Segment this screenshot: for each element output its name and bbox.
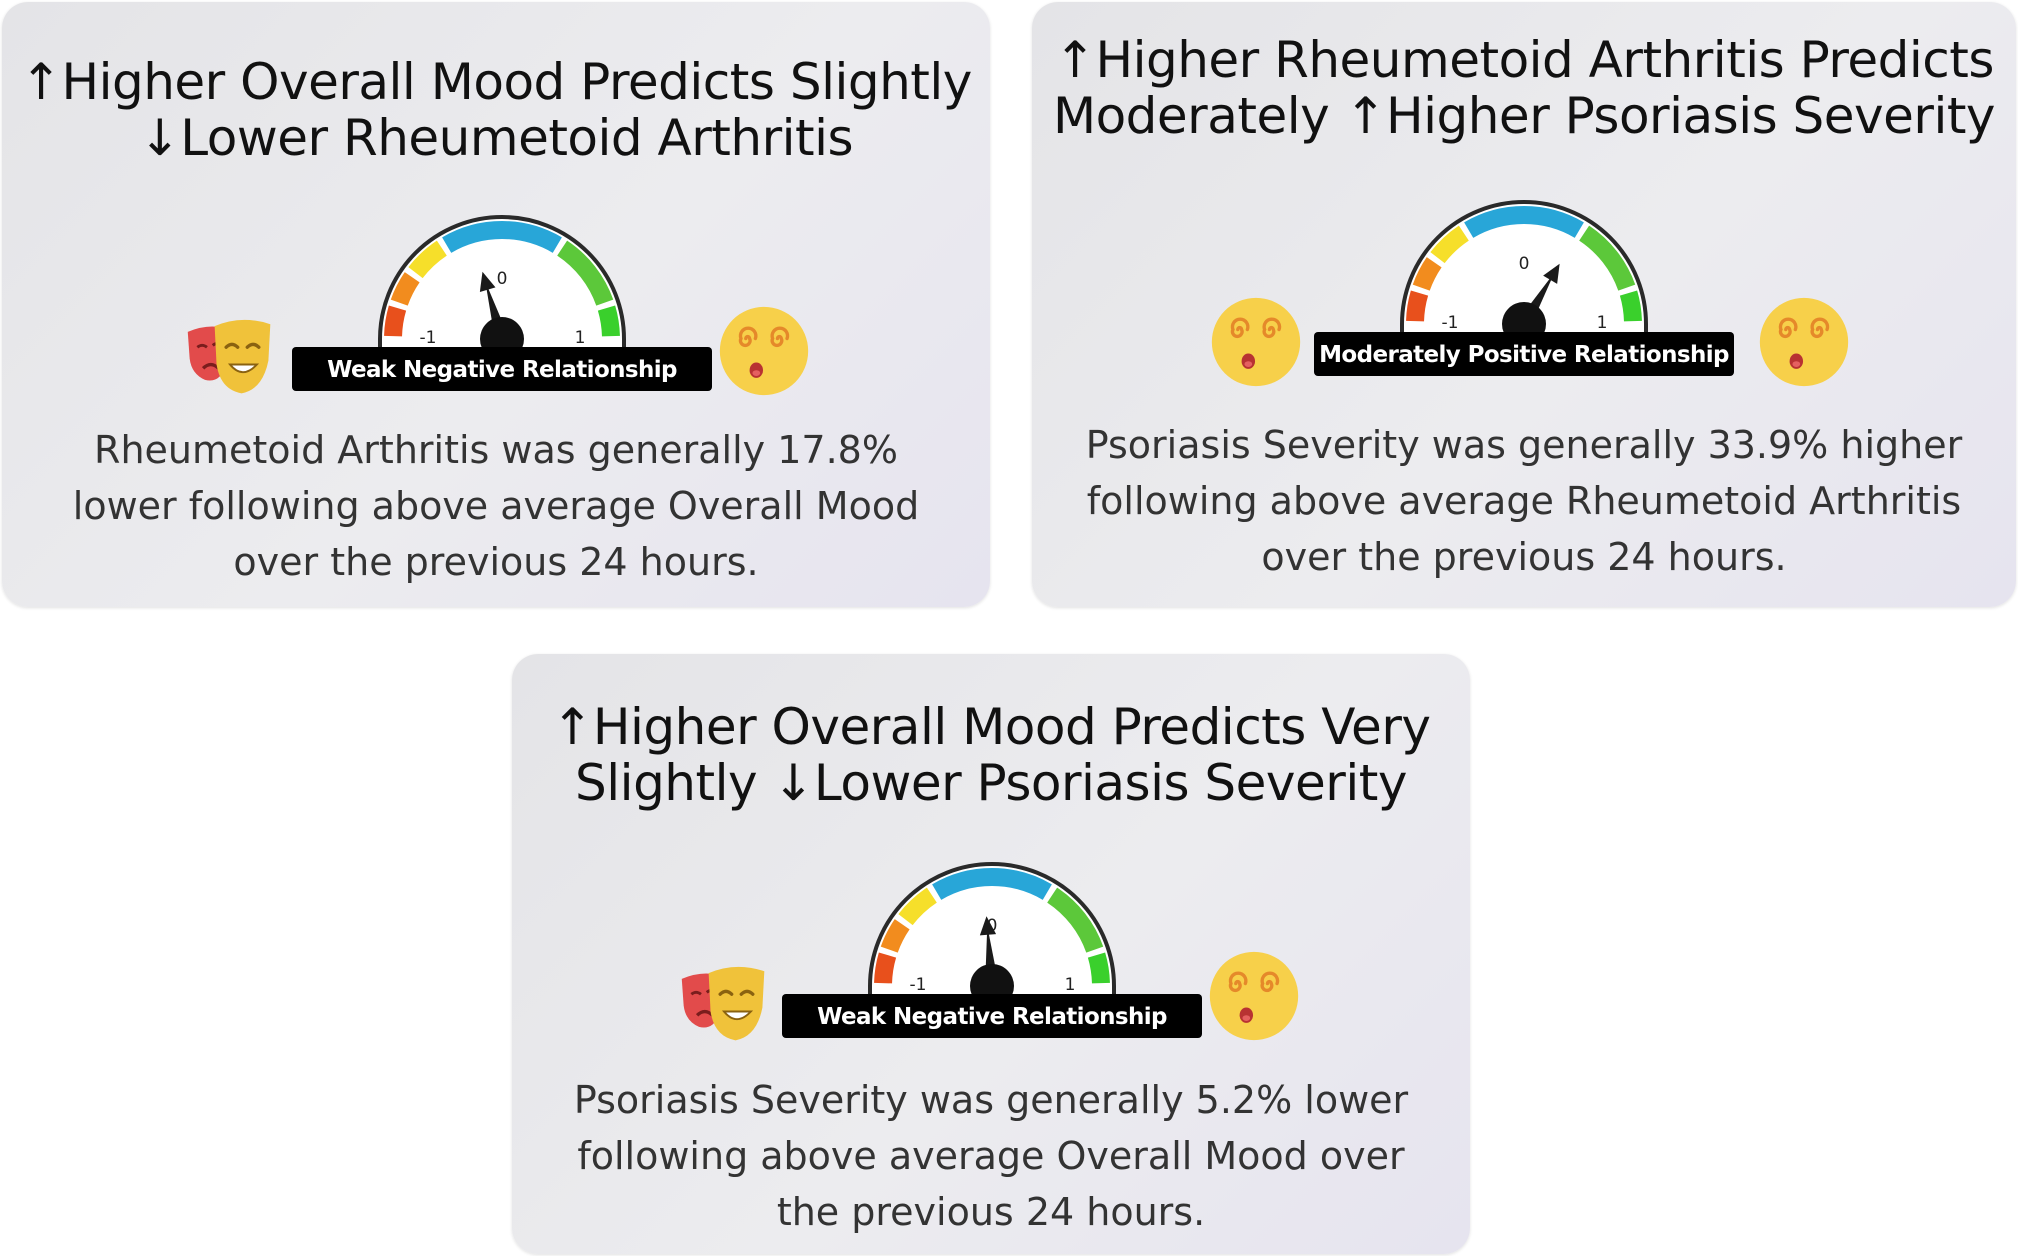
gauge-band-segment [874, 952, 897, 984]
gauge-max-label: 1 [1065, 975, 1076, 995]
gauge-min-label: -1 [420, 328, 437, 348]
correlation-gauge: -1 0 1 Weak Negative Relationship [782, 862, 1202, 1038]
gauge-label-bar [292, 347, 712, 391]
gauge-relationship-label: Weak Negative Relationship [327, 357, 677, 383]
gauge-band-segment [384, 305, 407, 337]
gauge-row: -1 0 1 Weak Negative Relationship [2, 197, 990, 417]
gauge-band-segment [1430, 225, 1470, 264]
gauge-band-segment [932, 868, 1052, 900]
gauge-band-segment [1406, 290, 1429, 322]
correlation-card: ↑Higher Overall Mood Predicts Slightly ↓… [2, 2, 990, 607]
gauge-mid-label: 0 [987, 916, 998, 936]
card-title-line: ↓Lower Rheumetoid Arthritis [138, 109, 854, 167]
gauge-band-segment [442, 221, 562, 253]
gauge-band-segment [390, 272, 420, 306]
correlation-gauge: -1 0 1 Weak Negative Relationship [292, 215, 712, 391]
dizzy-face-icon [1759, 297, 1849, 387]
gauge-band-segment [556, 240, 614, 306]
correlation-card: ↑Higher Rheumetoid Arthritis Predicts Mo… [1032, 2, 2016, 607]
gauge-label-bar [1314, 332, 1734, 376]
gauge-needle-tip [979, 916, 997, 936]
gauge-band-segment [1619, 290, 1642, 322]
dizzy-face-icon [1209, 951, 1299, 1041]
dizzy-face-icon [719, 306, 809, 396]
gauge-mid-label: 0 [1519, 254, 1530, 274]
gauge-band-segment [898, 887, 938, 926]
dizzy-face-icon [1211, 297, 1301, 387]
card-title: ↑Higher Overall Mood Predicts Very Sligh… [526, 699, 1456, 811]
theater-masks-icon [681, 966, 765, 1041]
card-title-line: Slightly ↓Lower Psoriasis Severity [575, 754, 1407, 812]
gauge-band-segment [880, 919, 910, 953]
gauge-relationship-label: Weak Negative Relationship [817, 1004, 1167, 1030]
gauge-max-label: 1 [1597, 313, 1608, 333]
card-title-line: Moderately ↑Higher Psoriasis Severity [1052, 87, 1996, 145]
correlation-gauge: -1 0 1 Moderately Positive Relationship [1314, 200, 1734, 376]
gauge-band-segment [1412, 257, 1442, 291]
gauge-relationship-label: Moderately Positive Relationship [1319, 342, 1729, 368]
card-title: ↑Higher Overall Mood Predicts Slightly ↓… [16, 54, 976, 166]
gauge-label-bar [782, 994, 1202, 1038]
card-description: Rheumetoid Arthritis was generally 17.8%… [72, 428, 920, 584]
gauge-needle-tip [479, 271, 496, 292]
gauge-band-segment [1578, 225, 1636, 291]
gauge-band-segment [1046, 887, 1104, 953]
card-title-line: ↑Higher Overall Mood Predicts Slightly [20, 53, 972, 111]
card-title: ↑Higher Rheumetoid Arthritis Predicts Mo… [1046, 32, 2002, 144]
card-description: Psoriasis Severity was generally 33.9% h… [1085, 423, 1963, 579]
card-title-line: ↑Higher Overall Mood Predicts Very [551, 698, 1431, 756]
gauge-max-label: 1 [575, 328, 586, 348]
gauge-band-segment [597, 305, 620, 337]
card-title-line: ↑Higher Rheumetoid Arthritis Predicts [1054, 31, 1994, 89]
theater-masks-icon [187, 319, 271, 394]
card-description: Psoriasis Severity was generally 5.2% lo… [573, 1078, 1409, 1234]
gauge-band-segment [408, 240, 448, 279]
correlation-card: ↑Higher Overall Mood Predicts Very Sligh… [512, 654, 1470, 1254]
gauge-band-segment [1464, 206, 1584, 238]
gauge-min-label: -1 [910, 975, 927, 995]
gauge-mid-label: 0 [497, 269, 508, 289]
gauge-row: -1 0 1 Moderately Positive Relationship [1032, 182, 2016, 402]
gauge-band-segment [1087, 952, 1110, 984]
gauge-needle-tip [1543, 263, 1560, 284]
gauge-min-label: -1 [1442, 313, 1459, 333]
gauge-row: -1 0 1 Weak Negative Relationship [512, 844, 1470, 1064]
